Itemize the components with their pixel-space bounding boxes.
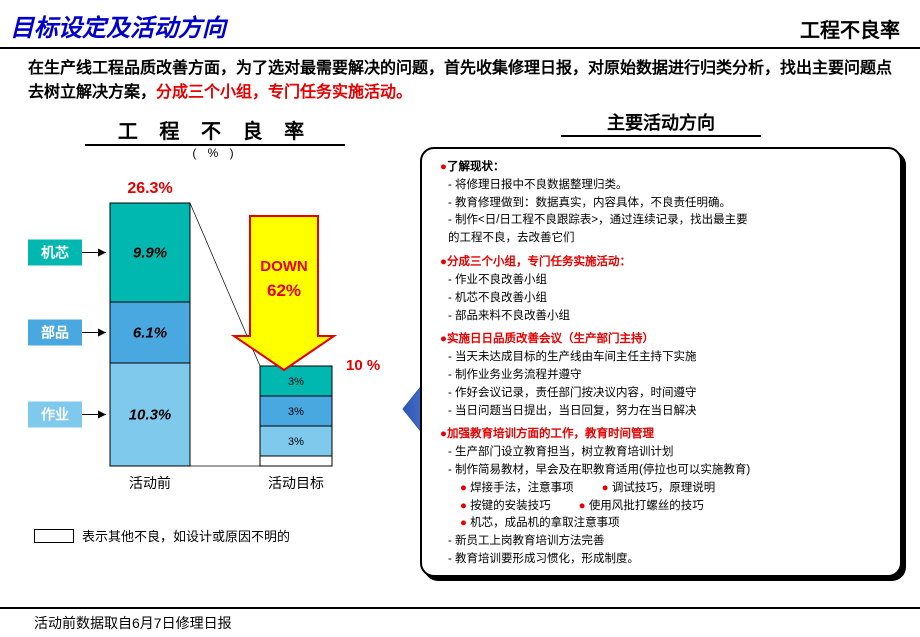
svg-text:3%: 3%	[288, 406, 304, 418]
svg-text:3%: 3%	[288, 376, 304, 388]
page-subtitle: 工程不良率	[800, 14, 900, 43]
activity-title: 主要活动方向	[561, 109, 761, 137]
header: 目标设定及活动方向 工程不良率	[0, 0, 920, 49]
legend-swatch	[34, 529, 74, 543]
svg-text:作业: 作业	[41, 407, 69, 423]
page-title: 目标设定及活动方向	[10, 8, 226, 43]
main-content: 工 程 不 良 率 ( % ) 10.3% 6.1% 9.9% 26.3% 作业 部品 机芯…	[0, 109, 920, 577]
legend-text: 表示其他不良，如设计或原因不明的	[82, 526, 290, 545]
svg-text:活动目标: 活动目标	[268, 475, 324, 491]
bar-chart-svg: 10.3% 6.1% 9.9% 26.3% 作业 部品 机芯 3% 3% 3% 10 % DOWN 62…	[10, 166, 410, 496]
svg-text:部品: 部品	[41, 325, 69, 341]
chart-title: 工 程 不 良 率	[85, 115, 345, 146]
chart-panel: 工 程 不 良 率 ( % ) 10.3% 6.1% 9.9% 26.3% 作业 部品 机芯…	[0, 109, 420, 577]
intro-text: 在生产线工程品质改善方面，为了选对最需要解决的问题，首先收集修理日报，对原始数据…	[0, 49, 920, 109]
svg-text:DOWN: DOWN	[260, 258, 308, 275]
legend-note: 表示其他不良，如设计或原因不明的	[10, 526, 420, 545]
svg-text:活动前: 活动前	[129, 475, 171, 491]
svg-text:6.1%: 6.1%	[133, 325, 167, 342]
footnote: 活动前数据取自6月7日修理日报	[0, 607, 920, 633]
chart-unit: ( % )	[85, 146, 345, 160]
intro-red: 分成三个小组，专门任务实施活动。	[156, 84, 412, 101]
svg-text:3%: 3%	[288, 436, 304, 448]
activity-panel: 主要活动方向 ●了解现状：- 将修理日报中不良数据整理归类。- 教育修理做到：数…	[420, 109, 920, 577]
svg-text:机芯: 机芯	[41, 245, 69, 261]
svg-text:9.9%: 9.9%	[133, 245, 167, 262]
svg-text:26.3%: 26.3%	[127, 180, 172, 197]
svg-text:62%: 62%	[267, 281, 301, 300]
svg-text:10.3%: 10.3%	[129, 407, 172, 424]
activity-box: ●了解现状：- 将修理日报中不良数据整理归类。- 教育修理做到：数据真实，内容具…	[420, 147, 902, 577]
chart-area: 10.3% 6.1% 9.9% 26.3% 作业 部品 机芯 3% 3% 3% 10 % DOWN 62…	[10, 166, 410, 496]
svg-text:10 %: 10 %	[346, 357, 380, 374]
